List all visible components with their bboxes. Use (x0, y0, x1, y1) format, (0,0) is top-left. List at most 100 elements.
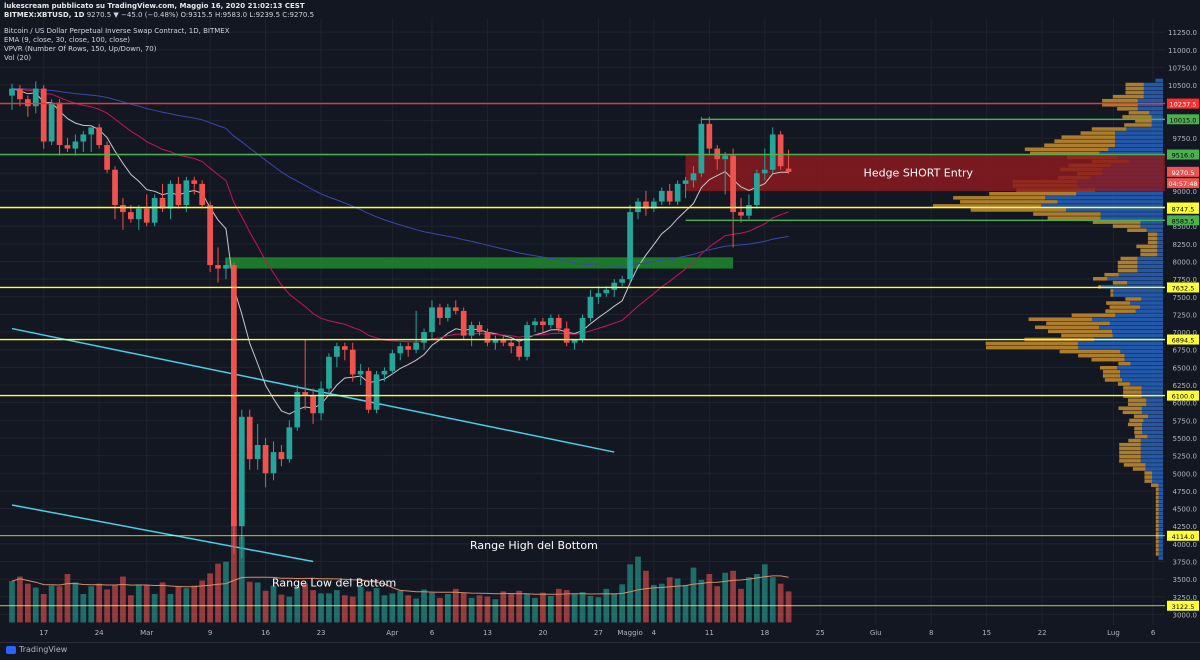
level-price-tag: 8583.5 (1172, 217, 1195, 225)
vpvr-down-row (1047, 216, 1101, 220)
vpvr-down-row (1155, 531, 1159, 536)
vpvr-up-row (1057, 200, 1163, 204)
level-price-tag-bg (1167, 530, 1199, 541)
volume-bar (96, 583, 103, 623)
volume-bar (72, 582, 79, 623)
vpvr-up-row (1140, 455, 1163, 459)
vpvr-up-row (1137, 268, 1163, 273)
volume-bar (476, 595, 483, 623)
instrument-legend[interactable]: Bitcoin / US Dollar Perpetual Inverse Sw… (4, 27, 230, 35)
vpvr-up-row (1158, 491, 1163, 496)
vpvr-down-row (1155, 495, 1159, 500)
price-tick-label: 6750.0 (1173, 347, 1198, 355)
time-tick-label: 27 (594, 629, 603, 637)
volume-bar (698, 579, 705, 623)
time-tick-label: 17 (39, 629, 48, 637)
volume-bar (302, 583, 309, 623)
vpvr-up-row (1109, 321, 1163, 326)
volume-bar (207, 573, 213, 623)
vpvr-up-row (1158, 531, 1163, 536)
vpvr-down-row (1125, 86, 1144, 91)
ema-legend[interactable]: EMA (9, close, 30, close, 100, close) (4, 36, 130, 44)
volume-bar (722, 572, 729, 623)
volume-bar (143, 584, 150, 623)
vpvr-up-row (1155, 78, 1163, 83)
vpvr-down-row (1123, 463, 1146, 467)
vpvr-up-row (1137, 107, 1163, 111)
vpvr-up-row (1120, 349, 1163, 354)
volume-bar (460, 592, 467, 623)
footer-bar (0, 642, 1200, 660)
candle-body (429, 307, 435, 333)
volume-bar (769, 577, 776, 623)
candle-body (310, 395, 316, 414)
vpvr-up-row (1158, 523, 1163, 528)
vpvr-down-row (1117, 260, 1138, 265)
level-lines[interactable] (0, 102, 1165, 607)
candle-body (635, 201, 641, 213)
vpvr-down-row (1133, 414, 1149, 419)
volume-bar (381, 595, 388, 623)
time-axis[interactable]: 17 24 Mar 9 16 23 Apr 6 13 20 27 Maggio 4 11 18 25 Giu 8 1… (39, 629, 1156, 637)
vpvr-up-row (1126, 127, 1163, 131)
candle-body (532, 321, 538, 326)
candle-body (658, 190, 665, 202)
time-tick-label: 24 (95, 629, 104, 637)
candle-body (32, 88, 39, 107)
volume-bar (437, 597, 443, 623)
candle-body (318, 388, 324, 414)
candle-body (48, 102, 55, 142)
level-price-tag-bg (1167, 98, 1199, 109)
level-price-tag: 10015.0 (1170, 116, 1197, 124)
vpvr-up-row (1143, 94, 1163, 99)
ema-line (11, 88, 789, 415)
candle-body (120, 205, 126, 213)
vpvr-down-row (1028, 317, 1093, 321)
vpvr-down-row (1151, 483, 1159, 487)
vpvr-down-row (1144, 475, 1152, 479)
vpvr-down-row (1155, 548, 1159, 552)
time-tick-label: 20 (538, 629, 547, 637)
price-tick-label: 9750.0 (1173, 135, 1198, 143)
candle-body (619, 279, 626, 283)
candle-body (682, 180, 689, 184)
level-price-tag: 6894.5 (1172, 337, 1195, 345)
vpvr-down-row (1044, 143, 1116, 147)
vpvr-up-row (1045, 196, 1163, 200)
vpvr-up-row (1151, 479, 1163, 483)
volume-bar (730, 570, 736, 623)
volume-bar (56, 586, 63, 623)
zone-rect[interactable] (225, 257, 734, 269)
vpvr-down-row (1155, 487, 1159, 491)
volume-bar (563, 590, 570, 623)
vpvr-up-row (1141, 386, 1163, 390)
volume-bar (516, 590, 522, 623)
time-tick-label: 16 (261, 629, 270, 637)
vol-legend[interactable]: Vol (20) (4, 54, 32, 62)
candle-body (262, 445, 269, 474)
vpvr-up-row (1143, 90, 1163, 95)
time-tick-label: Maggio (617, 629, 642, 637)
quote-text: 9270.5 ▼ −45.0 (−0.48%) O:9315.5 H:9583.… (86, 11, 315, 19)
tradingview-logo[interactable]: TradingView (6, 645, 67, 654)
candle-body (603, 289, 610, 294)
vpvr-down-row (1135, 119, 1152, 123)
vpvr-up-row (1158, 540, 1163, 544)
volume-bar (120, 576, 126, 623)
vpvr-up-row (1100, 216, 1163, 220)
vpvr-up-row (1077, 341, 1163, 346)
vpvr-down-row (1091, 127, 1127, 131)
vpvr-legend[interactable]: VPVR (Number Of Rows, 150, Up/Down, 70) (4, 45, 157, 53)
vpvr-up-row (1158, 487, 1163, 491)
candle-body (643, 201, 649, 209)
volume-bar (215, 563, 221, 623)
vpvr-up-row (1140, 459, 1163, 463)
candle-body (334, 346, 340, 357)
volume-bars (9, 519, 792, 623)
candle-body (587, 296, 594, 318)
vpvr-up-row (1129, 382, 1163, 386)
candle-body (785, 168, 792, 172)
trendline[interactable] (11, 504, 314, 563)
volume-bar (349, 596, 356, 623)
